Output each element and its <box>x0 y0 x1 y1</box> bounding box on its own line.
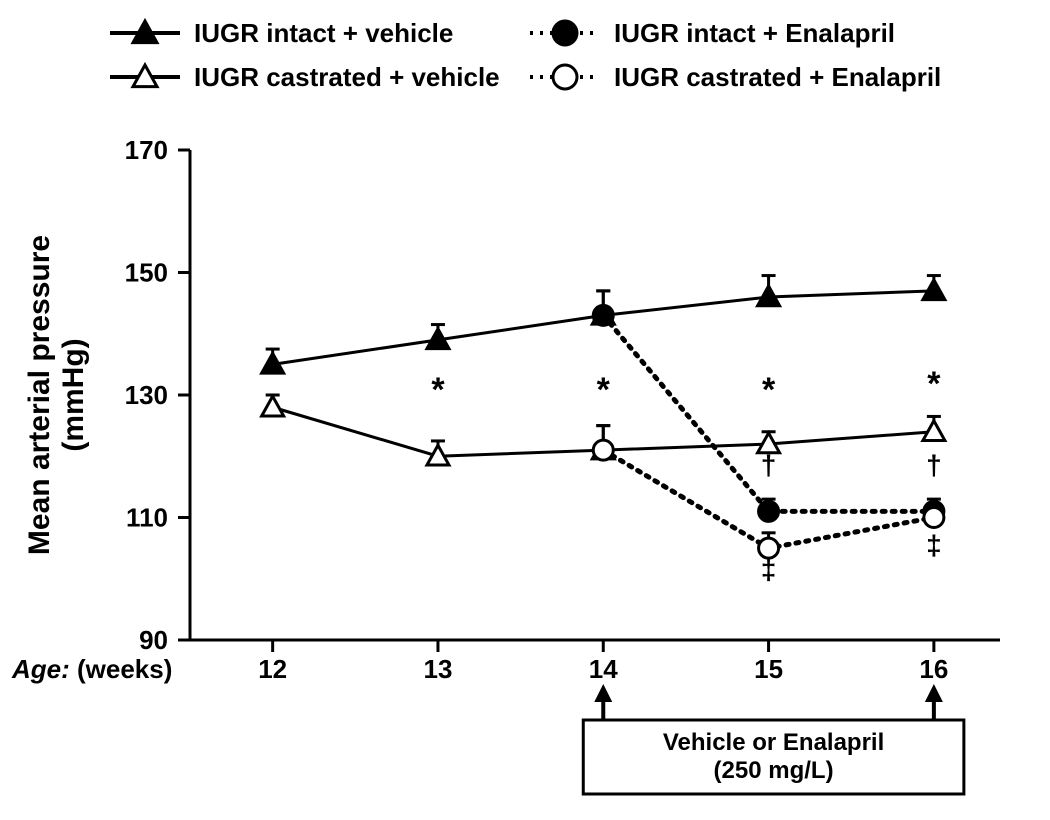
y-axis-title: Mean arterial pressure(mmHg) <box>23 235 90 555</box>
y-tick-label: 90 <box>139 625 168 655</box>
annotation-symbol: ‡ <box>761 554 777 585</box>
arrow-head-icon <box>925 684 943 702</box>
x-tick-label: 15 <box>754 654 783 684</box>
svg-text:Mean arterial pressure: Mean arterial pressure <box>23 235 56 555</box>
y-tick-label: 130 <box>125 380 168 410</box>
x-tick-label: 13 <box>423 654 452 684</box>
annotation-symbol: * <box>431 371 445 409</box>
x-tick-label: 12 <box>258 654 287 684</box>
annotation-symbol: * <box>762 371 776 409</box>
svg-text:(mmHg): (mmHg) <box>57 338 90 451</box>
legend-label: IUGR castrated + vehicle <box>194 62 500 92</box>
legend: IUGR intact + vehicle IUGR castrated + ve… <box>110 18 941 92</box>
y-tick-label: 170 <box>125 135 168 165</box>
x-tick-label: 16 <box>919 654 948 684</box>
legend-label: IUGR intact + Enalapril <box>614 18 895 48</box>
legend-item-castrated_enalapril: IUGR castrated + Enalapril <box>530 62 941 92</box>
y-tick-label: 150 <box>125 258 168 288</box>
bp-chart: IUGR intact + vehicle IUGR castrated + ve… <box>0 0 1050 820</box>
y-tick-label: 110 <box>126 503 168 533</box>
legend-item-intact_vehicle: IUGR intact + vehicle <box>110 18 453 48</box>
arrow-head-icon <box>594 684 612 702</box>
treatment-box-line1: Vehicle or Enalapril <box>663 729 884 756</box>
x-axis-title: Age: (weeks) <box>11 654 172 684</box>
legend-item-intact_enalapril: IUGR intact + Enalapril <box>530 18 895 48</box>
annotation-symbol: ‡ <box>926 529 942 560</box>
annotation-symbol: * <box>597 371 611 409</box>
annotation-symbol: * <box>927 365 941 403</box>
legend-label: IUGR intact + vehicle <box>194 18 453 48</box>
annotation-symbol: † <box>926 450 942 481</box>
treatment-box-line2: (250 mg/L) <box>714 757 834 784</box>
legend-label: IUGR castrated + Enalapril <box>614 62 941 92</box>
x-tick-label: 14 <box>589 654 618 684</box>
annotation-symbol: † <box>761 450 777 481</box>
legend-item-castrated_vehicle: IUGR castrated + vehicle <box>110 62 500 92</box>
